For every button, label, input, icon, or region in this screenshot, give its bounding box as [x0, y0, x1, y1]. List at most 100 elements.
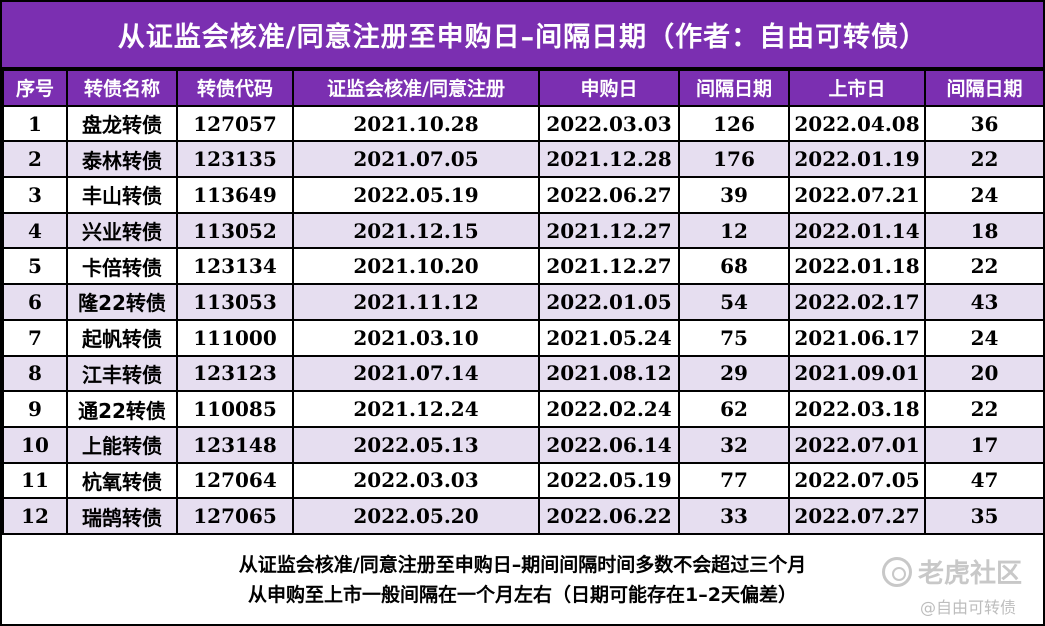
- cell-bond-code: 111000: [176, 318, 294, 357]
- cell-listing-date: 2022.07.05: [788, 461, 926, 500]
- cell-subscription-date: 2022.05.19: [538, 461, 680, 500]
- cell-approval-date: 2022.05.13: [292, 425, 540, 464]
- cell-interval-2: 22: [924, 390, 1045, 428]
- cell-bond-code: 123148: [176, 425, 294, 464]
- cell-approval-date: 2021.10.28: [292, 104, 540, 143]
- cell-index: 7: [2, 318, 68, 357]
- cell-interval-1: 29: [678, 354, 790, 393]
- footer-note-2: 从申购至上市一般间隔在一个月左右（日期可能存在1–2天偏差）: [248, 584, 797, 606]
- cell-interval-2: 47: [924, 461, 1045, 500]
- cell-listing-date: 2021.06.17: [788, 318, 926, 357]
- cell-index: 8: [2, 354, 68, 393]
- cell-bond-name: 丰山转债: [66, 176, 178, 214]
- cell-index: 9: [2, 390, 68, 428]
- cell-bond-name: 通22转债: [66, 390, 178, 428]
- cell-listing-date: 2022.04.08: [788, 104, 926, 143]
- header-bond-code: 转债代码: [176, 69, 294, 107]
- cell-bond-name: 杭氧转债: [66, 461, 178, 500]
- cell-approval-date: 2021.10.20: [292, 247, 540, 286]
- table-row: 11 杭氧转债 127064 2022.03.03 2022.05.19 77 2022.0…: [2, 461, 1045, 500]
- table-row: 2 泰林转债 123135 2021.07.05 2021.12.28 176 2022.0…: [2, 140, 1045, 179]
- cell-approval-date: 2022.05.20: [292, 497, 540, 535]
- bond-table: 序号 转债名称 转债代码 证监会核准/同意注册 申购日 间隔日期 上市日 间隔日…: [2, 69, 1045, 535]
- cell-bond-code: 113649: [176, 176, 294, 214]
- watermark-author: @自由可转债: [920, 598, 1017, 617]
- tiger-logo-icon: [882, 556, 912, 587]
- watermark: 老虎社区: [882, 553, 1022, 590]
- cell-bond-name: 隆22转债: [66, 283, 178, 321]
- cell-interval-1: 126: [678, 104, 790, 143]
- table-row: 8 江丰转债 123123 2021.07.14 2021.08.12 29 2021.09…: [2, 354, 1045, 393]
- cell-interval-1: 75: [678, 318, 790, 357]
- cell-interval-1: 176: [678, 140, 790, 179]
- header-subscription-date: 申购日: [538, 69, 680, 107]
- table-row: 12 瑞鹄转债 127065 2022.05.20 2022.06.22 33 2022.0…: [2, 497, 1045, 535]
- cell-bond-code: 127057: [176, 104, 294, 143]
- cell-index: 12: [2, 497, 68, 535]
- cell-bond-name: 盘龙转债: [66, 104, 178, 143]
- cell-interval-1: 39: [678, 176, 790, 214]
- cell-interval-1: 68: [678, 247, 790, 286]
- cell-bond-name: 起帆转债: [66, 318, 178, 357]
- cell-subscription-date: 2021.12.27: [538, 211, 680, 250]
- page-title: 从证监会核准/同意注册至申购日–间隔日期（作者：自由可转债）: [2, 2, 1043, 69]
- cell-index: 3: [2, 176, 68, 214]
- table-row: 6 隆22转债 113053 2021.11.12 2022.01.05 54 2022.0…: [2, 283, 1045, 321]
- cell-subscription-date: 2022.02.24: [538, 390, 680, 428]
- cell-interval-2: 18: [924, 211, 1045, 250]
- cell-listing-date: 2022.02.17: [788, 283, 926, 321]
- footer-note-1: 从证监会核准/同意注册至申购日–期间间隔时间多数不会超过三个月: [238, 554, 807, 576]
- cell-interval-1: 12: [678, 211, 790, 250]
- cell-bond-code: 123123: [176, 354, 294, 393]
- cell-approval-date: 2021.12.15: [292, 211, 540, 250]
- cell-subscription-date: 2021.12.28: [538, 140, 680, 179]
- cell-interval-2: 24: [924, 318, 1045, 357]
- cell-interval-2: 22: [924, 247, 1045, 286]
- cell-bond-code: 127064: [176, 461, 294, 500]
- cell-approval-date: 2022.03.03: [292, 461, 540, 500]
- table-row: 1 盘龙转债 127057 2021.10.28 2022.03.03 126 2022.0…: [2, 104, 1045, 143]
- header-index: 序号: [2, 69, 68, 107]
- cell-index: 10: [2, 425, 68, 464]
- cell-listing-date: 2022.01.18: [788, 247, 926, 286]
- table-row: 7 起帆转债 111000 2021.03.10 2021.05.24 75 2021.06…: [2, 318, 1045, 357]
- cell-subscription-date: 2021.05.24: [538, 318, 680, 357]
- cell-index: 5: [2, 247, 68, 286]
- cell-interval-1: 33: [678, 497, 790, 535]
- table-row: 5 卡倍转债 123134 2021.10.20 2021.12.27 68 2022.01…: [2, 247, 1045, 286]
- cell-interval-2: 36: [924, 104, 1045, 143]
- cell-index: 2: [2, 140, 68, 179]
- cell-interval-1: 32: [678, 425, 790, 464]
- header-interval-2: 间隔日期: [924, 69, 1045, 107]
- table-row: 9 通22转债 110085 2021.12.24 2022.02.24 62 2022.0…: [2, 390, 1045, 428]
- cell-bond-name: 泰林转债: [66, 140, 178, 179]
- cell-bond-code: 123134: [176, 247, 294, 286]
- header-bond-name: 转债名称: [66, 69, 178, 107]
- table-row: 4 兴业转债 113052 2021.12.15 2021.12.27 12 2022.01…: [2, 211, 1045, 250]
- cell-approval-date: 2021.12.24: [292, 390, 540, 428]
- cell-approval-date: 2021.03.10: [292, 318, 540, 357]
- cell-listing-date: 2022.07.27: [788, 497, 926, 535]
- table-body: 1 盘龙转债 127057 2021.10.28 2022.03.03 126 2022.0…: [2, 104, 1045, 535]
- cell-subscription-date: 2022.06.14: [538, 425, 680, 464]
- cell-index: 6: [2, 283, 68, 321]
- cell-interval-2: 20: [924, 354, 1045, 393]
- cell-bond-name: 卡倍转债: [66, 247, 178, 286]
- watermark-brand: 老虎社区: [918, 559, 1023, 589]
- cell-interval-2: 22: [924, 140, 1045, 179]
- cell-listing-date: 2022.01.14: [788, 211, 926, 250]
- cell-listing-date: 2022.03.18: [788, 390, 926, 428]
- cell-bond-code: 127065: [176, 497, 294, 535]
- cell-index: 11: [2, 461, 68, 500]
- cell-listing-date: 2022.07.01: [788, 425, 926, 464]
- cell-subscription-date: 2021.12.27: [538, 247, 680, 286]
- cell-interval-1: 54: [678, 283, 790, 321]
- cell-approval-date: 2022.05.19: [292, 176, 540, 214]
- table-row: 3 丰山转债 113649 2022.05.19 2022.06.27 39 2022.07…: [2, 176, 1045, 214]
- cell-bond-code: 110085: [176, 390, 294, 428]
- cell-approval-date: 2021.07.14: [292, 354, 540, 393]
- cell-listing-date: 2022.07.21: [788, 176, 926, 214]
- cell-interval-2: 35: [924, 497, 1045, 535]
- header-approval-date: 证监会核准/同意注册: [292, 69, 540, 107]
